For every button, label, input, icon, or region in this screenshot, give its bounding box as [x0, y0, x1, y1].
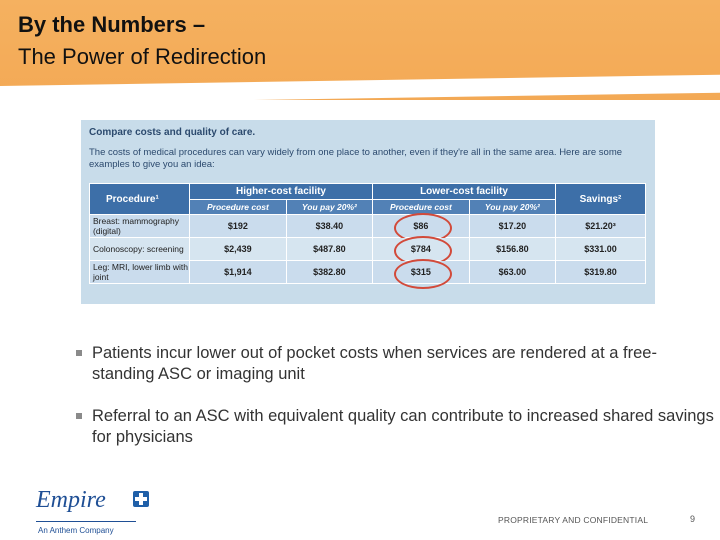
procedure-name: Breast: mammography (digital): [89, 214, 190, 238]
bullet-text: Patients incur lower out of pocket costs…: [92, 344, 657, 383]
high-cost: $2,439: [189, 237, 287, 261]
header-lower-cost: Lower-cost facility: [371, 183, 557, 200]
subheader-you-pay: You pay 20%²: [468, 199, 557, 215]
subheader-procedure-cost: Procedure cost: [189, 199, 287, 215]
header-higher-cost: Higher-cost facility: [189, 183, 373, 200]
cost-comparison-card: Compare costs and quality of care. The c…: [81, 120, 655, 304]
low-cost-circled: $86: [371, 213, 470, 244]
high-pay: $38.40: [285, 214, 373, 238]
slide-title: By the Numbers –: [18, 12, 206, 37]
logo-tagline: An Anthem Company: [38, 526, 114, 535]
confidential-notice: PROPRIETARY AND CONFIDENTIAL: [498, 515, 649, 525]
table-row: Leg: MRI, lower limb with joint $1,914 $…: [89, 259, 646, 290]
high-cost: $192: [189, 214, 287, 238]
high-pay: $487.80: [285, 237, 373, 261]
procedure-name: Leg: MRI, lower limb with joint: [89, 260, 190, 284]
square-bullet-icon: [76, 413, 82, 419]
cost-table: Procedure¹ Higher-cost facility Lower-co…: [89, 183, 646, 290]
high-pay: $382.80: [285, 260, 373, 284]
empire-logo: Empire An Anthem Company: [36, 487, 149, 538]
card-title: Compare costs and quality of care.: [89, 127, 256, 138]
bullet-item: Referral to an ASC with equivalent quali…: [76, 406, 716, 448]
low-pay: $17.20: [468, 214, 557, 238]
table-row: Breast: mammography (digital) $192 $38.4…: [89, 213, 646, 244]
low-pay: $156.80: [468, 237, 557, 261]
page-number: 9: [690, 514, 696, 524]
logo-wordmark: Empire: [36, 487, 106, 513]
header-procedure: Procedure¹: [89, 183, 190, 215]
bullet-text: Referral to an ASC with equivalent quali…: [92, 407, 714, 446]
savings: $21.20³: [555, 214, 646, 238]
blue-cross-icon: [133, 491, 149, 507]
logo-divider: [36, 521, 136, 522]
low-pay: $63.00: [468, 260, 557, 284]
card-intro: The costs of medical procedures can vary…: [89, 147, 623, 170]
table-row: Colonoscopy: screening $2,439 $487.80 $7…: [89, 236, 646, 267]
high-cost: $1,914: [189, 260, 287, 284]
subheader-you-pay: You pay 20%²: [285, 199, 373, 215]
procedure-name: Colonoscopy: screening: [89, 237, 190, 261]
square-bullet-icon: [76, 350, 82, 356]
header-savings: Savings²: [555, 183, 646, 215]
savings: $331.00: [555, 237, 646, 261]
bullet-list: Patients incur lower out of pocket costs…: [76, 343, 716, 469]
slide-subtitle: The Power of Redirection: [18, 44, 267, 69]
low-cost-circled: $315: [371, 259, 470, 290]
savings: $319.80: [555, 260, 646, 284]
low-cost-circled: $784: [371, 236, 470, 267]
bullet-item: Patients incur lower out of pocket costs…: [76, 343, 716, 385]
header-band: [0, 0, 720, 100]
